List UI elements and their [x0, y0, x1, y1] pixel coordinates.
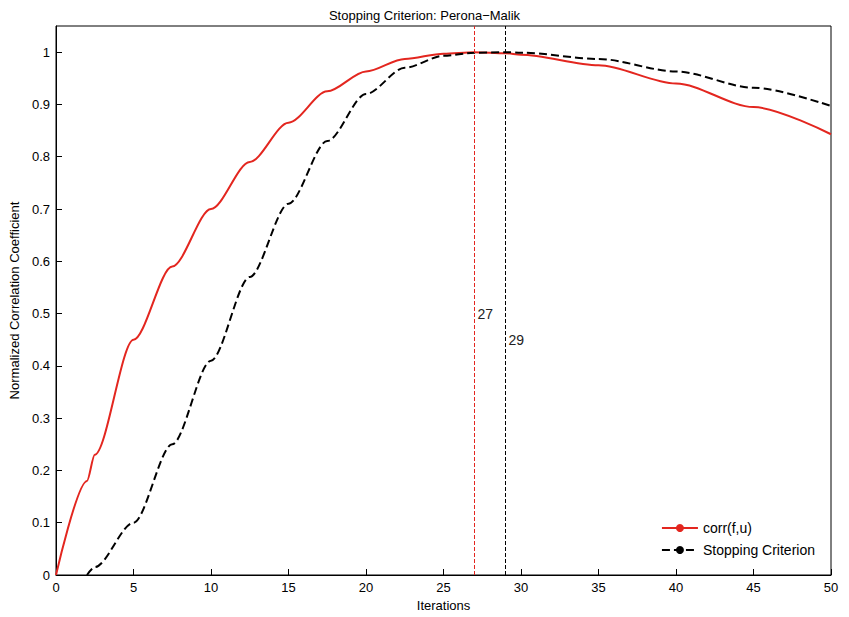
- svg-text:0: 0: [52, 580, 59, 595]
- svg-text:15: 15: [281, 580, 295, 595]
- svg-text:0.9: 0.9: [32, 97, 50, 112]
- svg-text:35: 35: [591, 580, 605, 595]
- svg-text:0.4: 0.4: [32, 358, 50, 373]
- svg-text:0.2: 0.2: [32, 463, 50, 478]
- svg-text:0.7: 0.7: [32, 202, 50, 217]
- svg-text:30: 30: [514, 580, 528, 595]
- svg-text:5: 5: [130, 580, 137, 595]
- svg-text:Normalized Correlation Coeffic: Normalized Correlation Coefficient: [7, 201, 22, 399]
- svg-text:0.5: 0.5: [32, 306, 50, 321]
- svg-text:Iterations: Iterations: [417, 598, 471, 613]
- svg-text:25: 25: [436, 580, 450, 595]
- svg-text:45: 45: [746, 580, 760, 595]
- svg-text:0.1: 0.1: [32, 515, 50, 530]
- svg-text:29: 29: [509, 332, 525, 348]
- svg-text:Stopping Criterion: Perona−Mal: Stopping Criterion: Perona−Malik: [329, 8, 521, 23]
- svg-text:1: 1: [43, 45, 50, 60]
- svg-text:50: 50: [824, 580, 838, 595]
- svg-text:0.6: 0.6: [32, 254, 50, 269]
- svg-text:Stopping Criterion: Stopping Criterion: [703, 542, 815, 558]
- svg-text:0.3: 0.3: [32, 411, 50, 426]
- svg-text:0.8: 0.8: [32, 149, 50, 164]
- svg-text:corr(f,u): corr(f,u): [703, 520, 752, 536]
- svg-text:0: 0: [43, 568, 50, 583]
- svg-text:20: 20: [359, 580, 373, 595]
- svg-text:40: 40: [669, 580, 683, 595]
- svg-text:10: 10: [204, 580, 218, 595]
- svg-text:27: 27: [478, 306, 494, 322]
